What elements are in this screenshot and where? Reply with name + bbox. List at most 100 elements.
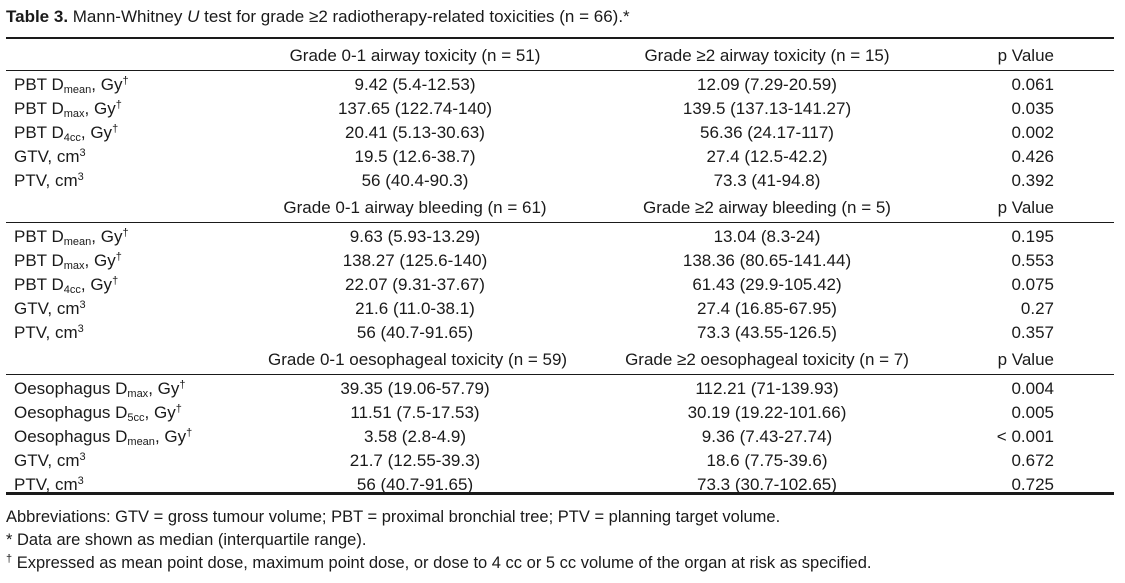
- cell-group-b-value: 9.36 (7.43-27.74): [701, 427, 833, 446]
- table-top-rule: [6, 37, 1114, 39]
- table-row: GTV, cm3 19.5 (12.6-38.7) 27.4 (12.5-42.2)…: [6, 145, 1114, 169]
- cell-group-b-value: 56.36 (24.17-117): [700, 123, 834, 142]
- table-caption-text-before: Mann-Whitney: [68, 7, 188, 26]
- row-label-subscript: mean: [63, 84, 92, 96]
- row-label-text: Oesophagus D: [14, 403, 128, 422]
- row-label-superscript: †: [112, 275, 119, 287]
- cell-group-a-value: 19.5 (12.6-38.7): [354, 147, 476, 166]
- row-label-superscript: 3: [79, 451, 86, 463]
- row-label-superscript: 3: [77, 475, 84, 487]
- table-row: PBT Dmax, Gy† 138.27 (125.6-140) 138.36 (8…: [6, 249, 1114, 273]
- column-header-group-a: Grade 0-1 airway toxicity (n = 51): [289, 46, 541, 65]
- row-label-unit: , Gy: [84, 251, 116, 270]
- cell-group-a-value: 9.42 (5.4-12.53): [354, 75, 476, 94]
- row-label-subscript: max: [127, 388, 149, 400]
- cell-group-a-value: 21.7 (12.55-39.3): [349, 451, 481, 470]
- table-bottom-rule: [6, 492, 1114, 495]
- row-label-superscript: †: [186, 427, 193, 439]
- row-label-text: PBT D: [14, 275, 64, 294]
- row-label-unit: , Gy: [84, 99, 116, 118]
- footnote-dagger-mark: †: [6, 553, 13, 565]
- cell-group-a-value: 11.51 (7.5-17.53): [350, 403, 480, 422]
- row-label-text: PBT D: [14, 227, 64, 246]
- row-label-superscript: 3: [77, 323, 84, 335]
- table-row: PBT Dmean, Gy† 9.63 (5.93-13.29) 13.04 (8.…: [6, 225, 1114, 249]
- row-label-subscript: 5cc: [127, 412, 145, 424]
- row-label-text: GTV, cm: [14, 451, 80, 470]
- row-label-superscript: 3: [79, 299, 86, 311]
- cell-p-value: 0.061: [1011, 75, 1054, 94]
- cell-group-a-value: 22.07 (9.31-37.67): [345, 275, 485, 294]
- row-label-subscript: mean: [127, 436, 155, 448]
- cell-p-value: 0.553: [1011, 251, 1054, 270]
- cell-group-b-value: 30.19 (19.22-101.66): [687, 403, 847, 422]
- row-label-superscript: †: [122, 227, 129, 239]
- cell-group-a-value: 138.27 (125.6-140): [342, 251, 488, 270]
- cell-group-b-value: 73.3 (43.55-126.5): [697, 323, 837, 342]
- footnote-dagger-text: Expressed as mean point dose, maximum po…: [12, 554, 872, 572]
- column-header-group-a: Grade 0-1 airway bleeding (n = 61): [283, 198, 547, 217]
- row-label-subscript: 4cc: [63, 284, 81, 296]
- section-separator-rule: [6, 374, 1114, 375]
- cell-group-b-value: 139.5 (137.13-141.27): [682, 99, 852, 118]
- cell-group-a-value: 39.35 (19.06-57.79): [340, 379, 490, 398]
- row-label-text: GTV, cm: [14, 299, 80, 318]
- cell-p-value: 0.672: [1011, 451, 1054, 470]
- row-label-superscript: †: [122, 75, 129, 87]
- row-label-superscript: †: [175, 403, 182, 415]
- row-label: PBT D4cc, Gy†: [14, 121, 118, 145]
- cell-p-value: 0.075: [1011, 275, 1054, 294]
- section-header-row: Grade 0-1 oesophageal toxicity (n = 59) G…: [6, 348, 1114, 372]
- footnote-dagger: † Expressed as mean point dose, maximum …: [6, 552, 871, 574]
- cell-group-b-value: 13.04 (8.3-24): [713, 227, 821, 246]
- section-separator-rule: [6, 70, 1114, 71]
- row-label-subscript: 4cc: [63, 132, 81, 144]
- row-label-unit: , Gy: [91, 227, 123, 246]
- cell-group-a-value: 56 (40.7-91.65): [356, 475, 474, 494]
- cell-p-value: 0.035: [1011, 99, 1054, 118]
- table-row: PTV, cm3 56 (40.7-91.65) 73.3 (43.55-126.5…: [6, 321, 1114, 345]
- cell-group-b-value: 27.4 (12.5-42.2): [706, 147, 828, 166]
- row-label: PTV, cm3: [14, 169, 84, 193]
- row-label-text: PBT D: [14, 99, 64, 118]
- row-label-unit: , Gy: [80, 275, 113, 294]
- table-caption-u: U: [187, 7, 200, 26]
- column-header-p-value: p Value: [997, 350, 1054, 369]
- cell-group-a-value: 21.6 (11.0-38.1): [355, 299, 475, 318]
- table-row: Oesophagus Dmax, Gy† 39.35 (19.06-57.79) 1…: [6, 377, 1114, 401]
- row-label-text: PBT D: [14, 123, 64, 142]
- row-label-unit: , Gy: [144, 403, 176, 422]
- section-header-row: Grade 0-1 airway toxicity (n = 51) Grade …: [6, 44, 1114, 68]
- cell-p-value: < 0.001: [996, 427, 1054, 446]
- cell-p-value: 0.27: [1020, 299, 1054, 318]
- cell-group-a-value: 20.41 (5.13-30.63): [345, 123, 485, 142]
- table-row: PBT D4cc, Gy† 22.07 (9.31-37.67) 61.43 (29…: [6, 273, 1114, 297]
- table-row: GTV, cm3 21.6 (11.0-38.1) 27.4 (16.85-67.9…: [6, 297, 1114, 321]
- cell-group-b-value: 73.3 (30.7-102.65): [697, 475, 837, 494]
- row-label-text: Oesophagus D: [14, 379, 128, 398]
- row-label: GTV, cm3: [14, 297, 86, 321]
- row-label-superscript: 3: [77, 171, 84, 183]
- row-label-superscript: †: [112, 123, 119, 135]
- row-label-superscript: 3: [79, 147, 86, 159]
- row-label-subscript: max: [63, 260, 85, 272]
- row-label-superscript: †: [115, 251, 122, 263]
- row-label: GTV, cm3: [14, 449, 86, 473]
- cell-p-value: 0.005: [1011, 403, 1054, 422]
- cell-p-value: 0.426: [1011, 147, 1054, 166]
- row-label-unit: , Gy: [148, 379, 180, 398]
- row-label-text: PTV, cm: [14, 475, 78, 494]
- row-label-subscript: mean: [63, 236, 92, 248]
- row-label: Oesophagus Dmax, Gy†: [14, 377, 185, 401]
- table-row: PBT D4cc, Gy† 20.41 (5.13-30.63) 56.36 (24…: [6, 121, 1114, 145]
- cell-p-value: 0.004: [1011, 379, 1054, 398]
- column-header-p-value: p Value: [997, 46, 1054, 65]
- cell-group-a-value: 9.63 (5.93-13.29): [349, 227, 481, 246]
- table-row: GTV, cm3 21.7 (12.55-39.3) 18.6 (7.75-39.6…: [6, 449, 1114, 473]
- table-row: Oesophagus D5cc, Gy† 11.51 (7.5-17.53) 30.…: [6, 401, 1114, 425]
- column-header-group-b: Grade ≥2 airway bleeding (n = 5): [643, 198, 891, 217]
- table-caption-label: Table 3.: [6, 7, 69, 26]
- row-label-text: PTV, cm: [14, 323, 78, 342]
- table-row: PBT Dmean, Gy† 9.42 (5.4-12.53) 12.09 (7.2…: [6, 73, 1114, 97]
- footnote-abbreviations: Abbreviations: GTV = gross tumour volume…: [6, 508, 781, 526]
